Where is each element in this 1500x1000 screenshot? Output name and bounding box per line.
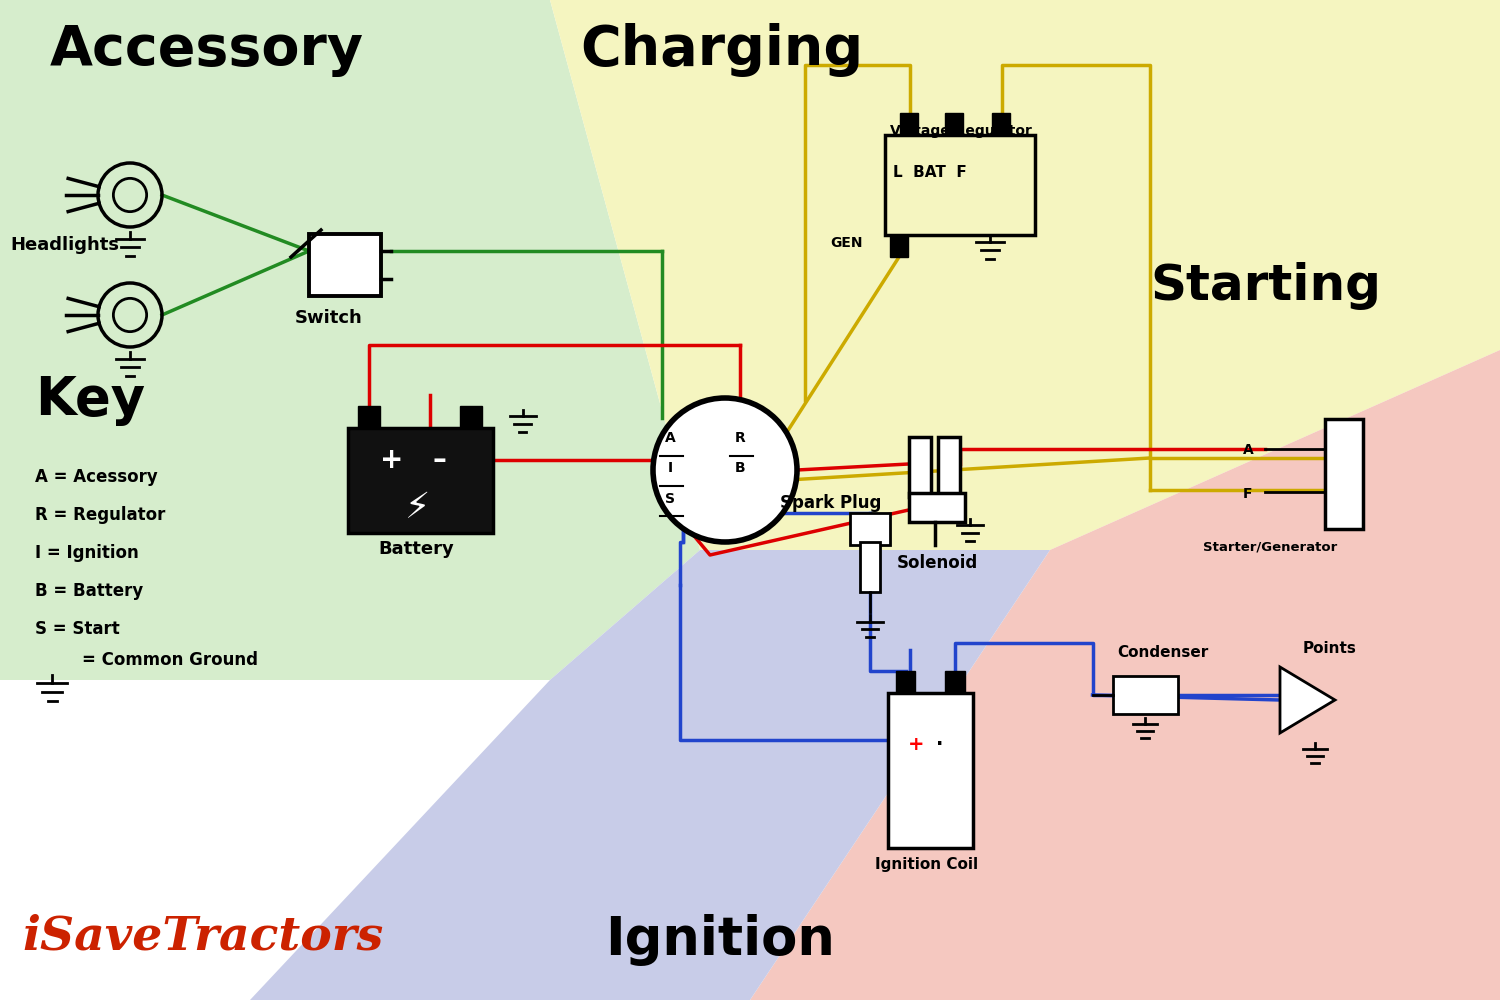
FancyBboxPatch shape: [460, 406, 483, 428]
FancyBboxPatch shape: [909, 493, 964, 522]
FancyBboxPatch shape: [939, 436, 960, 496]
Text: A: A: [664, 431, 675, 445]
Text: Accessory: Accessory: [50, 23, 364, 77]
Text: R = Regulator: R = Regulator: [34, 506, 165, 524]
Text: B: B: [735, 461, 746, 475]
Polygon shape: [550, 0, 1500, 550]
Text: = Common Ground: = Common Ground: [82, 651, 258, 669]
Text: Starter/Generator: Starter/Generator: [1203, 541, 1336, 554]
FancyBboxPatch shape: [885, 135, 1035, 235]
FancyBboxPatch shape: [992, 113, 1010, 135]
Text: Ignition: Ignition: [604, 914, 836, 966]
Text: Voltage Regulator: Voltage Regulator: [890, 124, 1032, 138]
Text: Starting: Starting: [1150, 262, 1382, 310]
Polygon shape: [750, 350, 1500, 1000]
FancyBboxPatch shape: [900, 113, 918, 135]
FancyBboxPatch shape: [945, 113, 963, 135]
Text: I: I: [668, 461, 672, 475]
Text: GEN: GEN: [830, 236, 862, 250]
Polygon shape: [0, 0, 700, 680]
FancyBboxPatch shape: [1324, 419, 1364, 529]
FancyBboxPatch shape: [309, 234, 381, 296]
Text: B = Battery: B = Battery: [34, 582, 144, 600]
FancyBboxPatch shape: [850, 513, 889, 545]
Text: S: S: [664, 492, 675, 506]
Text: ⚡: ⚡: [405, 491, 430, 525]
Text: F: F: [1244, 487, 1252, 501]
Text: R: R: [735, 431, 746, 445]
Text: Switch: Switch: [296, 309, 363, 327]
Text: ·: ·: [936, 735, 944, 754]
Text: Spark Plug: Spark Plug: [780, 494, 882, 512]
Text: L  BAT  F: L BAT F: [892, 165, 966, 180]
Polygon shape: [251, 550, 1050, 1000]
FancyBboxPatch shape: [896, 670, 915, 692]
FancyBboxPatch shape: [945, 670, 964, 692]
Text: Battery: Battery: [378, 540, 453, 558]
FancyBboxPatch shape: [890, 235, 908, 257]
Text: Key: Key: [34, 374, 146, 426]
Text: A = Acessory: A = Acessory: [34, 468, 158, 486]
Text: –: –: [432, 446, 445, 474]
Text: A: A: [1244, 443, 1254, 457]
Text: iSaveTractors: iSaveTractors: [22, 914, 384, 960]
Text: Headlights: Headlights: [10, 236, 118, 254]
Text: +: +: [380, 446, 404, 474]
FancyBboxPatch shape: [859, 542, 880, 592]
Text: S = Start: S = Start: [34, 620, 120, 638]
Text: Solenoid: Solenoid: [897, 554, 978, 572]
FancyBboxPatch shape: [357, 406, 380, 428]
FancyBboxPatch shape: [909, 436, 930, 496]
FancyBboxPatch shape: [888, 692, 972, 848]
Polygon shape: [1280, 667, 1335, 733]
FancyBboxPatch shape: [1113, 676, 1178, 714]
FancyBboxPatch shape: [348, 428, 492, 532]
Text: I = Ignition: I = Ignition: [34, 544, 138, 562]
Text: Ignition Coil: Ignition Coil: [874, 857, 978, 872]
Circle shape: [652, 398, 796, 542]
Text: +: +: [908, 735, 924, 754]
Text: Points: Points: [1304, 641, 1358, 656]
Text: Charging: Charging: [580, 23, 862, 77]
Text: Condenser: Condenser: [1118, 645, 1209, 660]
